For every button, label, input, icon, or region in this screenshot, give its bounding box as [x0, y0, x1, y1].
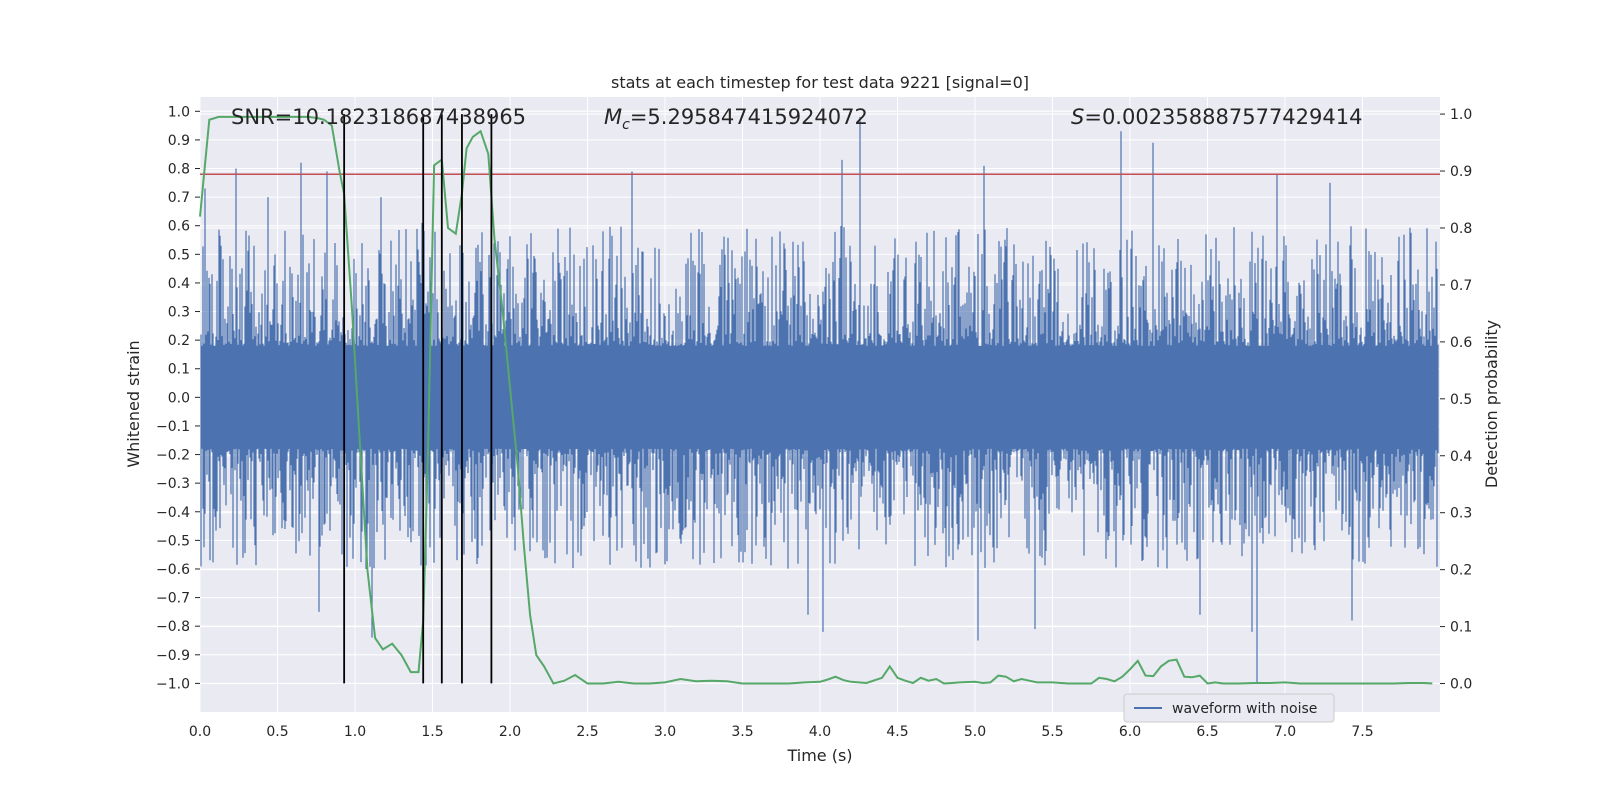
left-y-tick-label: 0.7	[168, 190, 190, 206]
event-markers	[343, 114, 493, 684]
left-y-tick-label: −0.9	[156, 648, 190, 664]
chirp-mass-annotation: Mc=5.295847415924072	[604, 105, 868, 133]
s-statistic-annotation: S=0.002358887577429414	[1071, 105, 1362, 129]
right-y-tick-label: 0.9	[1450, 164, 1472, 180]
x-tick-label: 5.5	[1041, 724, 1063, 740]
legend: waveform with noise	[1123, 693, 1335, 723]
left-y-tick-label: 0.0	[168, 390, 190, 406]
left-y-tick-label: −0.8	[156, 619, 190, 635]
legend-box	[1123, 693, 1335, 723]
x-tick-label: 4.0	[809, 724, 831, 740]
left-y-tick-label: 0.1	[168, 362, 190, 378]
x-tick-label: 2.0	[499, 724, 521, 740]
right-y-tick-label: 0.1	[1450, 620, 1472, 636]
x-tick-label: 7.5	[1351, 724, 1373, 740]
x-tick-label: 6.0	[1119, 724, 1141, 740]
waveform-series	[200, 117, 1439, 684]
chirp-mass-value: =5.295847415924072	[630, 105, 868, 129]
chirp-mass-subscript: c	[622, 117, 630, 133]
s-statistic-symbol: S	[1071, 105, 1084, 129]
left-y-tick-label: 0.4	[168, 276, 190, 292]
right-y-tick-label: 1.0	[1450, 107, 1472, 123]
right-y-axis-ticks: 1.0 0.9 0.8 0.7 0.6 0.5 0.4 0.3 0.2 0.1 0.0	[1440, 107, 1472, 693]
x-tick-label: 2.5	[576, 724, 598, 740]
left-y-tick-label: 0.5	[168, 247, 190, 263]
left-y-tick-label: −0.5	[156, 533, 190, 549]
left-y-tick-label: −0.6	[156, 562, 190, 578]
right-y-tick-label: 0.4	[1450, 449, 1472, 465]
x-tick-label: 4.5	[886, 724, 908, 740]
x-tick-label: 1.5	[421, 724, 443, 740]
x-axis-ticks: 0.0 0.5 1.0 1.5 2.0 2.5 3.0 3.5 4.0 4.5 5.0 5.5 6.0 6…	[189, 724, 1374, 740]
chirp-mass-symbol: M	[604, 105, 622, 129]
x-tick-label: 0.5	[266, 724, 288, 740]
right-y-tick-label: 0.0	[1450, 677, 1472, 693]
left-y-tick-label: 1.0	[168, 104, 190, 120]
right-y-tick-label: 0.8	[1450, 221, 1472, 237]
x-tick-label: 5.0	[964, 724, 986, 740]
legend-label: waveform with noise	[1172, 701, 1317, 717]
left-y-tick-label: 0.6	[168, 219, 190, 235]
x-tick-label: 6.5	[1196, 724, 1218, 740]
left-y-tick-label: −1.0	[156, 676, 190, 692]
right-y-tick-label: 0.2	[1450, 563, 1472, 579]
left-y-tick-label: 0.8	[168, 162, 190, 178]
right-y-tick-label: 0.3	[1450, 506, 1472, 522]
left-y-tick-label: −0.1	[156, 419, 190, 435]
right-y-tick-label: 0.5	[1450, 392, 1472, 408]
left-y-tick-label: −0.2	[156, 448, 190, 464]
left-y-tick-label: 0.9	[168, 133, 190, 149]
chart-title: stats at each timestep for test data 922…	[611, 73, 1029, 92]
right-y-tick-label: 0.6	[1450, 335, 1472, 351]
x-tick-label: 7.0	[1274, 724, 1296, 740]
x-tick-label: 3.5	[731, 724, 753, 740]
x-axis-label: Time (s)	[786, 746, 852, 765]
probability-series	[199, 115, 1433, 685]
x-tick-label: 0.0	[189, 724, 211, 740]
right-y-tick-label: 0.7	[1450, 278, 1472, 294]
snr-annotation: SNR=10.182318687438965	[231, 105, 526, 129]
left-y-tick-label: 0.3	[168, 305, 190, 321]
left-y-tick-label: 0.2	[168, 333, 190, 349]
left-y-tick-label: −0.3	[156, 476, 190, 492]
right-y-axis-label: Detection probability	[1482, 320, 1501, 488]
left-y-tick-label: −0.4	[156, 505, 190, 521]
waveform-trace	[200, 117, 1439, 684]
left-y-tick-label: −0.7	[156, 591, 190, 607]
left-y-axis-ticks: 1.0 0.9 0.8 0.7 0.6 0.5 0.4 0.3 0.2 0.1 0.0 −0.1 −0.…	[156, 104, 200, 692]
probability-line	[199, 115, 1433, 685]
left-y-axis-label: Whitened strain	[124, 340, 143, 467]
s-statistic-value: =0.002358887577429414	[1084, 105, 1362, 129]
x-tick-label: 1.0	[344, 724, 366, 740]
x-tick-label: 3.0	[654, 724, 676, 740]
